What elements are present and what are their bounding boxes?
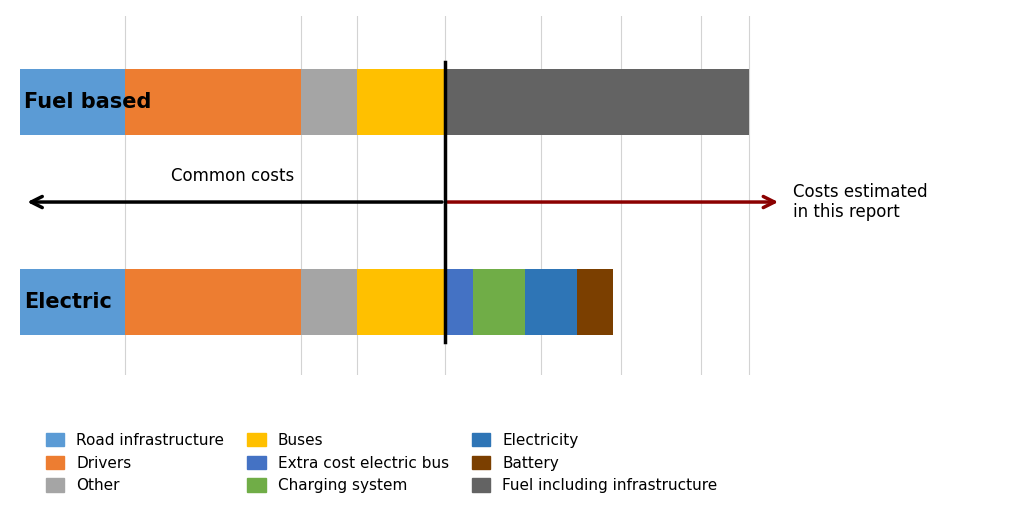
Bar <box>356 69 444 135</box>
Text: Fuel based: Fuel based <box>24 92 152 112</box>
Text: Costs estimated
in this report: Costs estimated in this report <box>793 183 928 221</box>
Bar <box>444 269 473 335</box>
Text: Common costs: Common costs <box>171 167 294 185</box>
Bar <box>356 269 444 335</box>
Bar <box>473 269 525 335</box>
Bar <box>525 269 577 335</box>
Bar <box>20 269 125 335</box>
Legend: Road infrastructure, Drivers, Other, Buses, Extra cost electric bus, Charging sy: Road infrastructure, Drivers, Other, Bus… <box>46 433 718 493</box>
Bar <box>444 69 749 135</box>
Bar <box>301 69 356 135</box>
Bar <box>301 269 356 335</box>
Text: Electric: Electric <box>24 292 112 312</box>
Bar <box>577 269 613 335</box>
Bar <box>125 69 301 135</box>
Bar <box>20 69 125 135</box>
Bar <box>125 269 301 335</box>
